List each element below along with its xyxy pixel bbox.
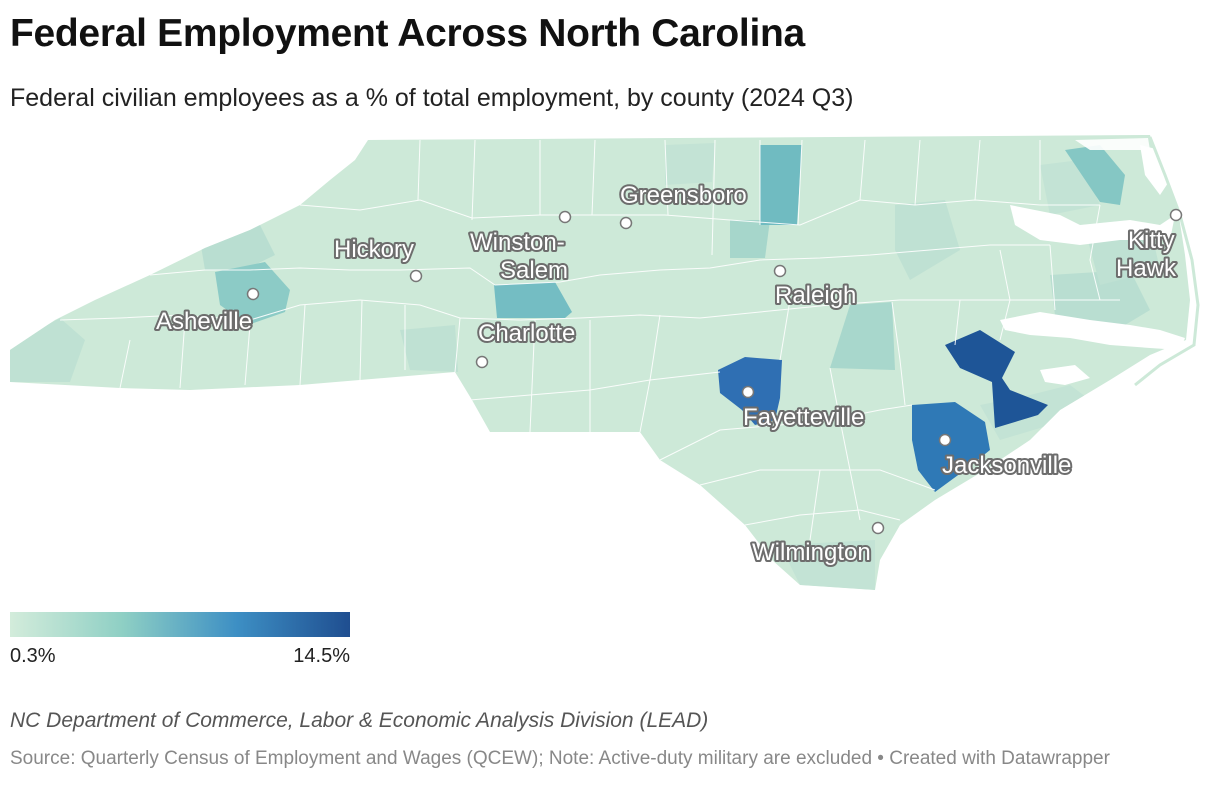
city-marker-fayetteville[interactable]	[741, 385, 755, 399]
county-low	[10, 318, 85, 382]
county-medium	[760, 145, 802, 225]
city-marker-kitty-hawk[interactable]	[1169, 208, 1183, 222]
city-label-hickory: Hickory	[334, 236, 414, 263]
city-marker-raleigh[interactable]	[773, 264, 787, 278]
county-low	[830, 302, 895, 370]
chart-subtitle: Federal civilian employees as a % of tot…	[10, 84, 854, 112]
water-bodies	[1000, 138, 1185, 385]
north-carolina-county-map: Greensboro Winston- Salem Hickory Ashevi…	[10, 135, 1200, 590]
outer-banks	[1134, 136, 1200, 387]
county-medium	[494, 282, 572, 318]
county-borders	[59, 139, 1120, 541]
county-craven	[945, 330, 1048, 428]
city-marker-charlotte[interactable]	[475, 355, 489, 369]
city-marker-jacksonville[interactable]	[938, 433, 952, 447]
city-label-wilmington: Wilmington	[752, 539, 871, 566]
city-markers	[246, 208, 1183, 535]
city-label-winston-salem-line1: Winston-	[470, 229, 565, 256]
city-label-charlotte: Charlotte	[478, 320, 575, 347]
legend-max-label: 14.5%	[293, 645, 350, 667]
county-low	[400, 325, 458, 372]
city-label-jacksonville: Jacksonville	[942, 452, 1071, 479]
city-label-fayetteville: Fayetteville	[743, 404, 864, 431]
city-labels: Greensboro Winston- Salem Hickory Ashevi…	[154, 180, 1179, 568]
city-marker-greensboro[interactable]	[619, 216, 633, 230]
city-marker-wilmington[interactable]	[871, 521, 885, 535]
city-label-greensboro: Greensboro	[620, 182, 747, 209]
organization-credit: NC Department of Commerce, Labor & Econo…	[10, 709, 709, 732]
city-label-kitty-hawk-line2: Hawk	[1116, 255, 1177, 282]
city-marker-asheville[interactable]	[246, 287, 260, 301]
county-low	[895, 200, 960, 280]
county-onslow	[912, 402, 990, 492]
legend-color-scale	[10, 612, 350, 637]
county-low	[780, 540, 875, 590]
city-marker-winston-salem[interactable]	[558, 210, 572, 224]
county-medium	[1065, 145, 1125, 205]
city-label-winston-salem-line2: Salem	[500, 257, 568, 284]
chart-title: Federal Employment Across North Carolina	[10, 12, 805, 55]
county-low	[665, 143, 715, 185]
city-label-asheville: Asheville	[156, 308, 252, 335]
county-low	[730, 220, 770, 258]
city-label-kitty-hawk-line1: Kitty	[1128, 227, 1175, 254]
city-label-raleigh: Raleigh	[775, 282, 856, 309]
city-marker-hickory[interactable]	[409, 269, 423, 283]
legend-min-label: 0.3%	[10, 645, 56, 667]
source-note: Source: Quarterly Census of Employment a…	[10, 748, 1110, 769]
